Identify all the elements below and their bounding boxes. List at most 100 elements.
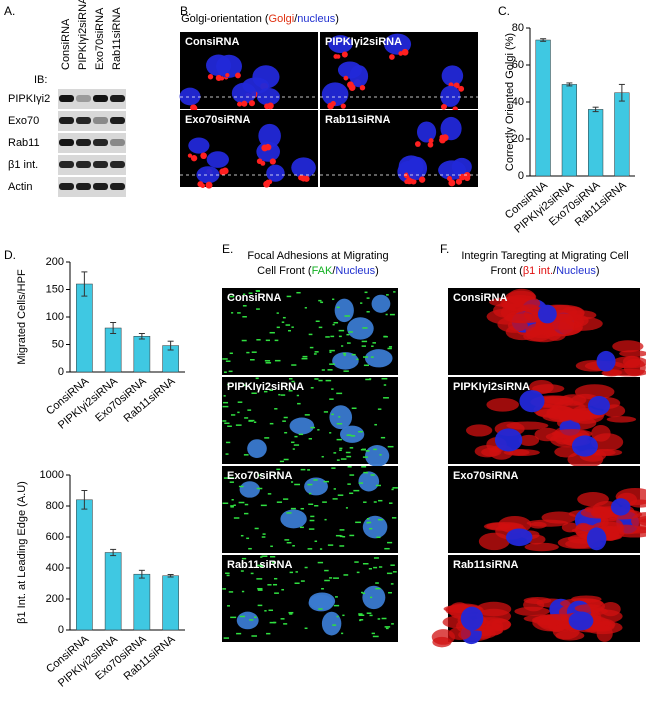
adhesion: [246, 537, 250, 540]
adhesion: [324, 579, 330, 582]
adhesion: [358, 614, 365, 617]
adhesion: [390, 583, 394, 585]
nucleus: [519, 390, 545, 413]
image-label: PIPKIγi2siRNA: [325, 36, 402, 48]
error-bar: [81, 490, 88, 510]
adhesion: [310, 387, 314, 389]
stain: [483, 521, 524, 531]
adhesion: [257, 604, 263, 607]
panel-label: A.: [4, 4, 15, 18]
adhesion: [262, 533, 266, 535]
adhesion: [359, 619, 362, 622]
image-label: Exo70siRNA: [227, 470, 292, 482]
adhesion: [341, 345, 344, 347]
nucleus: [179, 87, 201, 106]
golgi: [340, 103, 346, 109]
row-label: Actin: [8, 181, 32, 193]
nucleus: [371, 294, 391, 313]
adhesion: [231, 499, 234, 501]
nucleus: [321, 82, 349, 107]
adhesion: [235, 424, 242, 426]
adhesion: [286, 512, 292, 514]
adhesion: [368, 568, 372, 570]
bar: [133, 573, 151, 631]
adhesion: [327, 369, 333, 371]
adhesion: [244, 417, 249, 419]
adhesion: [241, 339, 247, 342]
adhesion: [282, 316, 286, 319]
adhesion: [250, 359, 255, 361]
adhesion: [258, 474, 263, 477]
adhesion: [318, 608, 323, 610]
adhesion: [358, 430, 363, 433]
adhesion: [237, 312, 241, 314]
adhesion: [318, 379, 323, 382]
adhesion: [345, 451, 351, 454]
adhesion: [249, 619, 254, 621]
adhesion: [222, 420, 227, 422]
adhesion: [290, 507, 296, 510]
y-tick-label: 200: [46, 593, 64, 605]
adhesion: [349, 447, 354, 449]
adhesion: [282, 420, 286, 422]
stain: [432, 636, 452, 648]
adhesion: [362, 327, 368, 329]
adhesion: [243, 384, 246, 386]
adhesion: [265, 339, 270, 342]
y-tick-label: 150: [46, 283, 64, 295]
adhesion: [327, 544, 334, 546]
adhesion: [300, 580, 305, 582]
adhesion: [308, 438, 312, 440]
band: [110, 95, 125, 102]
adhesion: [387, 347, 392, 350]
band: [76, 183, 91, 190]
golgi: [446, 176, 453, 182]
adhesion: [269, 621, 276, 624]
adhesion: [329, 398, 334, 400]
y-tick-label: 600: [46, 531, 64, 543]
panel-title: Golgi-orientation (Golgi/nucleus): [181, 13, 339, 25]
adhesion: [363, 364, 369, 367]
nucleus: [537, 304, 557, 324]
panel-label: E.: [222, 242, 233, 256]
adhesion: [331, 413, 334, 416]
adhesion: [384, 547, 390, 550]
adhesion: [385, 313, 388, 316]
adhesion: [264, 437, 270, 439]
golgi: [248, 100, 255, 107]
adhesion: [307, 548, 313, 550]
adhesion: [240, 534, 244, 537]
blot: [58, 133, 126, 153]
adhesion: [342, 614, 345, 617]
adhesion: [250, 572, 254, 575]
adhesion: [343, 354, 346, 356]
nucleus: [256, 88, 280, 106]
adhesion: [338, 335, 342, 338]
adhesion: [276, 501, 283, 503]
adhesion: [345, 507, 348, 509]
nucleus: [610, 498, 631, 516]
error-bar: [138, 569, 145, 579]
adhesion: [283, 623, 288, 625]
adhesion: [391, 623, 394, 625]
stain: [529, 521, 547, 529]
image-label: ConsiRNA: [227, 292, 281, 304]
adhesion: [309, 346, 314, 349]
adhesion: [296, 394, 300, 397]
adhesion: [318, 299, 322, 302]
adhesion: [355, 521, 361, 524]
nucleus: [362, 585, 386, 610]
band: [59, 161, 74, 168]
adhesion: [333, 321, 339, 324]
adhesion: [386, 572, 393, 575]
adhesion: [366, 612, 372, 614]
adhesion: [389, 313, 395, 316]
adhesion: [313, 353, 317, 355]
nucleus: [247, 439, 267, 458]
adhesion: [383, 397, 389, 399]
adhesion: [222, 401, 229, 404]
adhesion: [227, 383, 230, 386]
nucleus: [441, 65, 464, 87]
adhesion: [225, 360, 231, 362]
